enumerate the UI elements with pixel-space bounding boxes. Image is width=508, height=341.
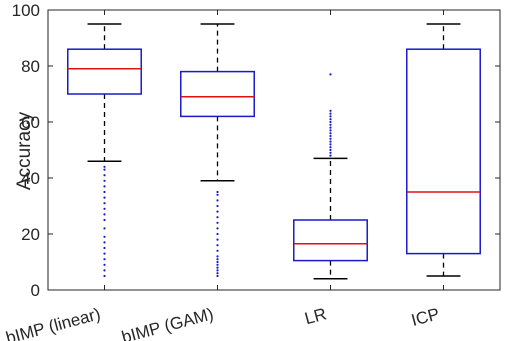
outlier-point bbox=[103, 207, 106, 210]
outlier-point bbox=[216, 260, 219, 264]
outlier-point bbox=[103, 179, 106, 182]
outlier-point bbox=[329, 118, 332, 121]
outlier-point bbox=[216, 221, 219, 224]
outlier-point bbox=[216, 272, 219, 275]
outlier-point bbox=[103, 165, 106, 168]
outlier-point bbox=[216, 274, 219, 278]
y-tick-label: 60 bbox=[21, 113, 40, 132]
outlier-point bbox=[329, 73, 332, 76]
outlier-point bbox=[103, 258, 106, 261]
outlier-point bbox=[329, 134, 332, 138]
outlier-point bbox=[103, 241, 106, 244]
outlier-point bbox=[329, 148, 332, 152]
outlier-point bbox=[329, 120, 332, 124]
outlier-point bbox=[216, 238, 219, 241]
y-tick-label: 100 bbox=[12, 1, 40, 20]
outlier-point bbox=[329, 126, 332, 129]
outlier-point bbox=[329, 129, 332, 132]
x-tick-label: LR bbox=[303, 304, 329, 328]
box-iqr bbox=[293, 219, 368, 262]
outlier-point bbox=[329, 112, 332, 115]
x-tick-label: bIMP (GAM) bbox=[120, 304, 216, 341]
outlier-point bbox=[329, 146, 332, 149]
outlier-point bbox=[216, 210, 219, 213]
outlier-point bbox=[216, 244, 219, 247]
outlier-point bbox=[216, 258, 219, 261]
outlier-point bbox=[216, 193, 219, 196]
outlier-point bbox=[216, 263, 219, 266]
outlier-point bbox=[103, 263, 106, 266]
axes-frame bbox=[47, 9, 501, 291]
outlier-point bbox=[329, 137, 332, 140]
y-axis-label: Accuracy bbox=[14, 111, 35, 190]
outlier-point bbox=[216, 204, 219, 208]
x-tick-label: bIMP (linear) bbox=[4, 304, 103, 341]
outlier-point bbox=[103, 269, 106, 272]
outlier-point bbox=[103, 196, 106, 199]
outlier-point bbox=[216, 227, 219, 230]
outlier-point bbox=[103, 274, 106, 278]
outlier-point bbox=[329, 143, 332, 146]
box-iqr bbox=[67, 48, 142, 95]
plot-area: 0 20 40 60 80 100 bIMP (linear) bIMP (GAM) LR ICP bbox=[4, 1, 501, 341]
outlier-point bbox=[103, 235, 106, 238]
outlier-point bbox=[103, 168, 106, 171]
outlier-point bbox=[103, 174, 106, 177]
outlier-point bbox=[329, 151, 332, 154]
outlier-point bbox=[103, 227, 106, 230]
outlier-point bbox=[216, 255, 219, 258]
outlier-point bbox=[216, 269, 219, 272]
outlier-point bbox=[103, 252, 106, 255]
outlier-point bbox=[329, 123, 332, 126]
outlier-point bbox=[216, 232, 219, 236]
outlier-point bbox=[216, 199, 219, 202]
y-tick-label: 40 bbox=[21, 169, 40, 188]
outlier-point bbox=[329, 140, 332, 143]
x-tick-label: ICP bbox=[409, 304, 441, 330]
outlier-point bbox=[216, 216, 219, 219]
outlier-point bbox=[103, 218, 106, 222]
outlier-point bbox=[103, 213, 106, 216]
box-iqr bbox=[406, 48, 481, 255]
box-iqr bbox=[180, 70, 255, 118]
y-tick-label: 0 bbox=[31, 281, 40, 300]
outlier-point bbox=[329, 115, 332, 118]
outlier-point bbox=[103, 190, 106, 194]
outlier-point bbox=[329, 109, 332, 112]
outlier-point bbox=[216, 249, 219, 252]
y-tick-label: 20 bbox=[21, 225, 40, 244]
outlier-point bbox=[329, 132, 332, 135]
outlier-point bbox=[103, 202, 106, 205]
outlier-point bbox=[103, 246, 106, 250]
outlier-point bbox=[216, 190, 219, 194]
outlier-point bbox=[329, 154, 332, 157]
y-tick-label: 80 bbox=[21, 57, 40, 76]
outlier-point bbox=[103, 185, 106, 188]
outlier-point bbox=[216, 266, 219, 269]
